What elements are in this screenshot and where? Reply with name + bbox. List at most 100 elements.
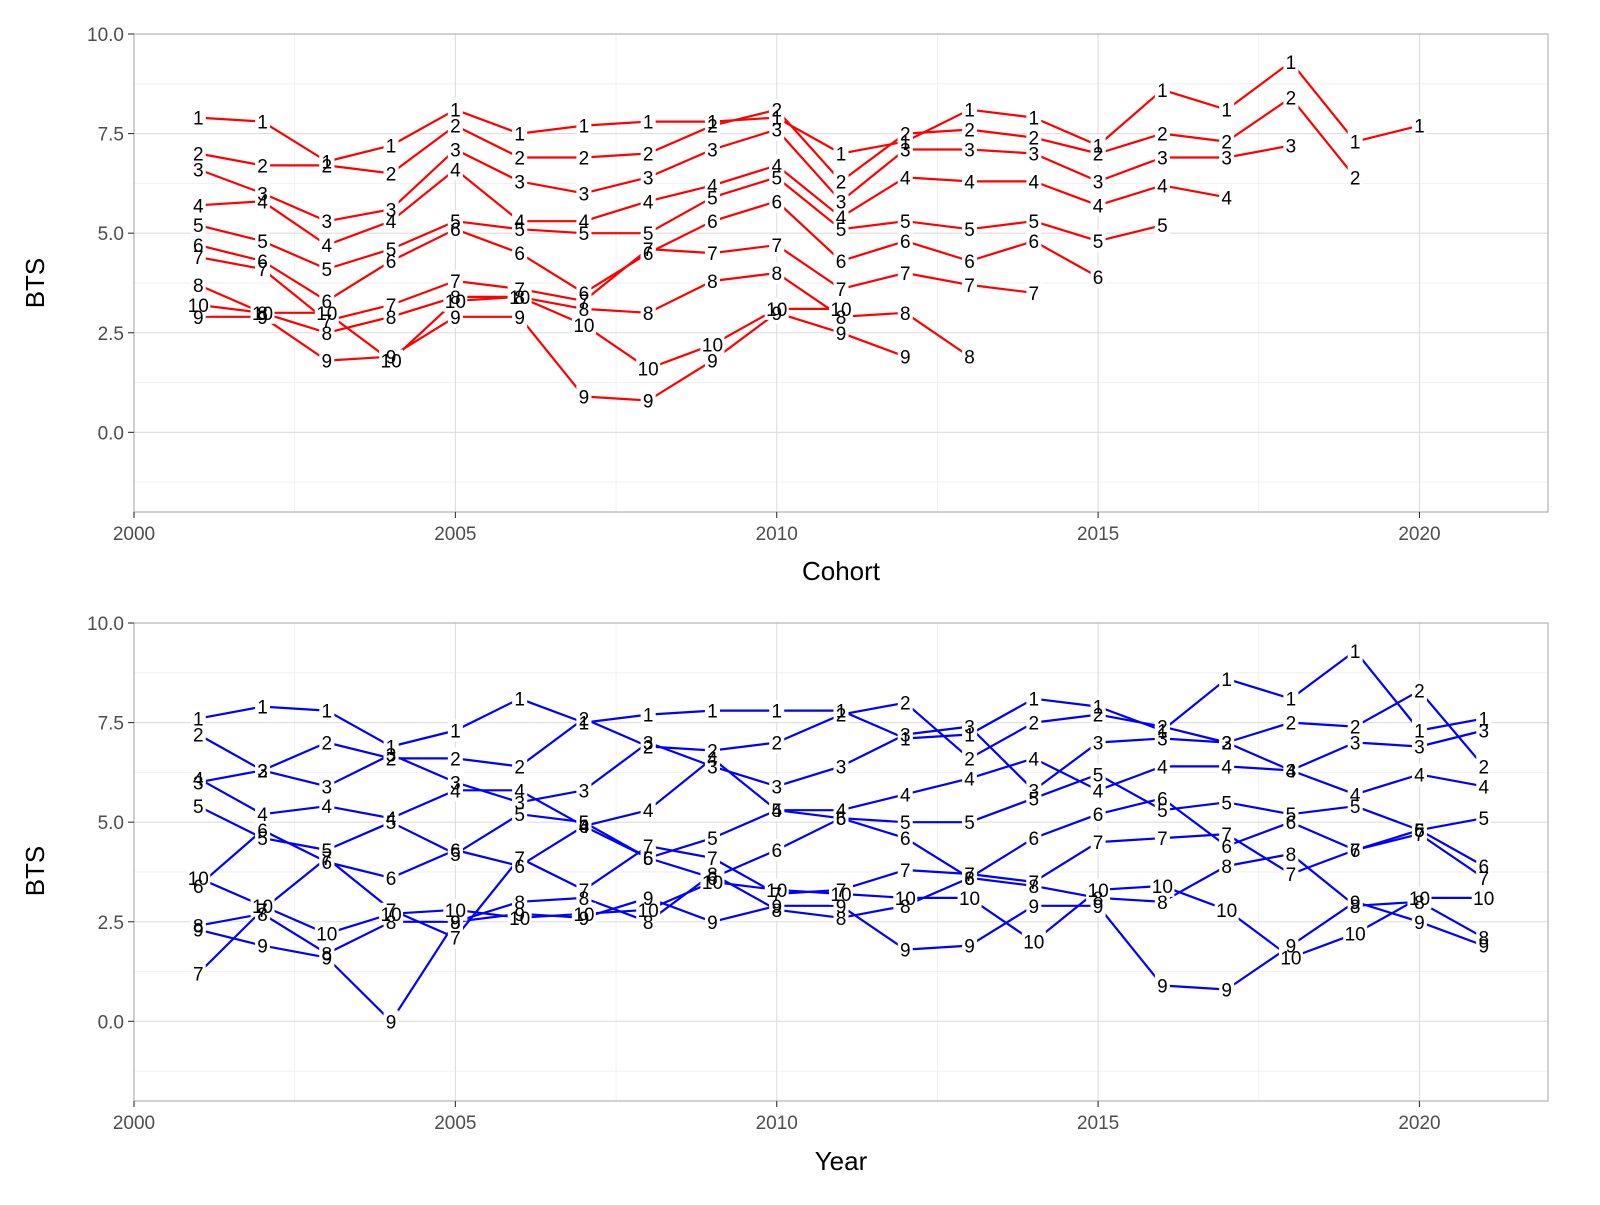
point-label-7: 7 — [257, 260, 268, 281]
point-label-10: 10 — [1280, 949, 1301, 970]
point-label-8: 8 — [1221, 857, 1232, 878]
point-label-6: 6 — [386, 869, 397, 890]
point-label-10: 10 — [316, 304, 337, 325]
point-label-bg — [897, 345, 913, 368]
point-label-3: 3 — [707, 141, 718, 162]
point-label-3: 3 — [1286, 761, 1297, 782]
point-label-7: 7 — [771, 885, 782, 906]
point-label-bg — [962, 138, 978, 161]
point-label-10: 10 — [445, 901, 466, 922]
point-label-2: 2 — [322, 156, 333, 177]
point-label-10: 10 — [1216, 901, 1237, 922]
point-label-bg — [1283, 862, 1299, 885]
point-label-8: 8 — [514, 288, 525, 309]
point-label-bg — [1026, 827, 1042, 850]
point-label-3: 3 — [1093, 734, 1104, 755]
point-label-3: 3 — [257, 761, 268, 782]
point-label-2: 2 — [450, 749, 461, 770]
point-label-6: 6 — [514, 857, 525, 878]
point-label-3: 3 — [900, 141, 911, 162]
point-label-1: 1 — [1157, 722, 1168, 743]
point-label-4: 4 — [257, 805, 268, 826]
point-label-5: 5 — [964, 813, 975, 834]
point-label-6: 6 — [964, 252, 975, 273]
point-label-6: 6 — [900, 829, 911, 850]
point-label-7: 7 — [643, 240, 654, 261]
point-label-4: 4 — [964, 769, 975, 790]
point-label-bg — [1090, 731, 1106, 754]
point-label-bg — [1086, 878, 1111, 901]
point-label-2: 2 — [1414, 682, 1425, 703]
point-label-bg — [957, 886, 982, 909]
point-label-4: 4 — [193, 769, 204, 790]
point-label-bg — [447, 719, 463, 742]
point-label-7: 7 — [771, 236, 782, 257]
point-label-10: 10 — [895, 889, 916, 910]
point-label-bg — [897, 723, 913, 746]
point-label-2: 2 — [450, 117, 461, 138]
point-label-bg — [1219, 755, 1235, 778]
point-label-bg — [1026, 142, 1042, 165]
point-label-bg — [250, 894, 275, 917]
point-label-bg — [1154, 787, 1170, 810]
point-label-4: 4 — [322, 236, 333, 257]
point-label-10: 10 — [509, 288, 530, 309]
point-label-1: 1 — [900, 730, 911, 751]
point-label-bg — [1021, 930, 1046, 953]
point-label-3: 3 — [322, 777, 333, 798]
x-tick-label: 2020 — [1398, 524, 1440, 545]
point-label-bg — [1411, 114, 1427, 137]
point-label-bg — [640, 110, 656, 133]
point-label-6: 6 — [450, 220, 461, 241]
point-label-bg — [255, 934, 271, 957]
point-label-4: 4 — [579, 817, 590, 838]
point-label-bg — [1411, 679, 1427, 702]
x-tick-label: 2015 — [1077, 1113, 1119, 1134]
point-label-bg — [1343, 922, 1368, 945]
point-label-6: 6 — [771, 841, 782, 862]
point-label-5: 5 — [836, 809, 847, 830]
point-label-6: 6 — [1350, 841, 1361, 862]
point-label-6: 6 — [322, 292, 333, 313]
point-label-3: 3 — [771, 777, 782, 798]
point-label-bg — [255, 110, 271, 133]
point-label-bg — [1090, 170, 1106, 193]
point-label-4: 4 — [1157, 176, 1168, 197]
point-label-bg — [512, 779, 528, 802]
point-label-3: 3 — [1157, 148, 1168, 169]
point-label-bg — [704, 269, 720, 292]
point-label-1: 1 — [964, 101, 975, 122]
point-label-6: 6 — [1414, 821, 1425, 842]
point-label-1: 1 — [1093, 137, 1104, 158]
point-label-2: 2 — [1286, 714, 1297, 735]
point-label-5: 5 — [514, 805, 525, 826]
point-label-1: 1 — [322, 152, 333, 173]
point-label-bg — [1154, 146, 1170, 169]
point-label-4: 4 — [1414, 765, 1425, 786]
point-label-bg — [640, 238, 656, 261]
point-label-8: 8 — [386, 308, 397, 329]
point-label-8: 8 — [450, 288, 461, 309]
point-label-bg — [769, 775, 785, 798]
point-label-bg — [897, 166, 913, 189]
point-label-1: 1 — [579, 714, 590, 735]
point-label-bg — [512, 847, 528, 870]
point-label-6: 6 — [1029, 829, 1040, 850]
point-label-bg — [1026, 210, 1042, 233]
point-label-1: 1 — [257, 113, 268, 134]
point-label-5: 5 — [707, 188, 718, 209]
point-label-1: 1 — [386, 737, 397, 758]
point-label-bg — [1026, 711, 1042, 734]
point-label-9: 9 — [322, 949, 333, 970]
point-label-bg — [1026, 281, 1042, 304]
point-label-7: 7 — [579, 292, 590, 313]
point-label-6: 6 — [579, 817, 590, 838]
point-label-10: 10 — [1409, 889, 1430, 910]
point-label-bg — [1026, 747, 1042, 770]
point-label-bg — [1090, 194, 1106, 217]
point-label-4: 4 — [450, 160, 461, 181]
point-label-bg — [255, 258, 271, 281]
point-label-6: 6 — [771, 192, 782, 213]
point-label-bg — [897, 858, 913, 881]
point-label-bg — [319, 699, 335, 722]
